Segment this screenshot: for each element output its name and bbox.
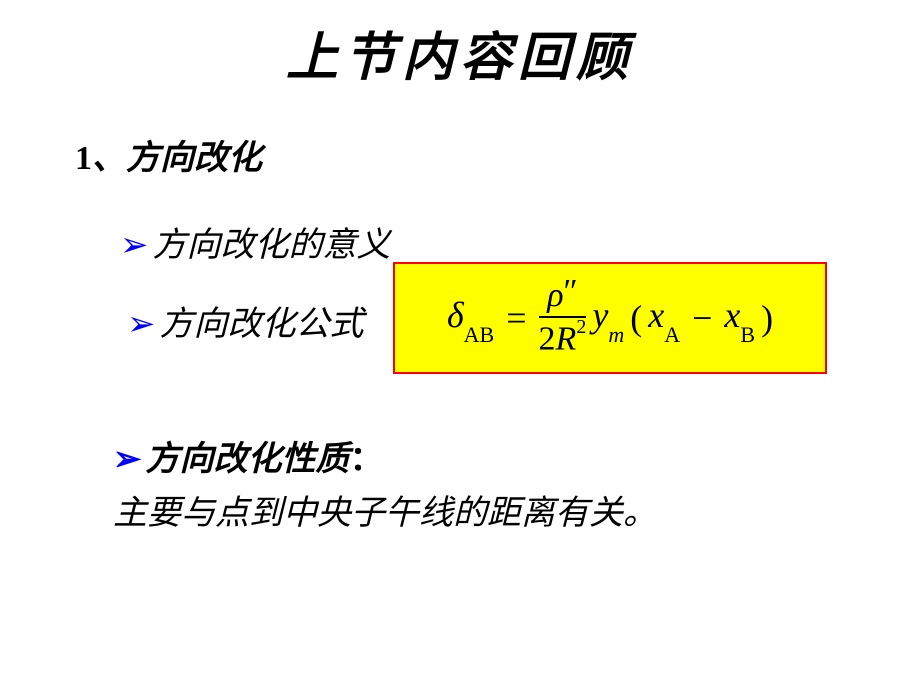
formula: δAB = ρ″ 2R2 ym (xA − xB) (447, 279, 773, 356)
fraction: ρ″ 2R2 (539, 279, 587, 356)
minus-sign: − (692, 297, 712, 339)
left-paren: ( (630, 297, 642, 339)
arrow-icon: ➢ (113, 441, 142, 478)
arrow-icon: ➢ (127, 306, 156, 343)
formula-box: δAB = ρ″ 2R2 ym (xA − xB) (393, 262, 827, 374)
equals-sign: = (506, 297, 526, 339)
page-title: 上节内容回顾 (0, 15, 920, 90)
denominator: 2R2 (539, 318, 587, 356)
bullet-text: 方向改化公式 (160, 306, 364, 343)
bullet-text: 方向改化的意义 (153, 227, 391, 264)
delta-symbol: δ (447, 295, 464, 335)
x-b: x (724, 295, 740, 335)
heading-number: 1 (75, 140, 92, 177)
bullet-property: ➢方向改化性质： (113, 431, 384, 480)
colon: ： (350, 441, 384, 478)
bullet-meaning: ➢方向改化的意义 (120, 217, 391, 266)
x-b-sub: B (740, 322, 755, 347)
y-subscript: m (608, 322, 624, 347)
right-paren: ) (761, 297, 773, 339)
heading-separator: 、 (92, 140, 126, 177)
x-a: x (648, 295, 664, 335)
delta-subscript: AB (464, 322, 495, 347)
heading-text: 方向改化 (126, 140, 262, 177)
arrow-icon: ➢ (120, 227, 149, 264)
property-description: 主要与点到中央子午线的距离有关。 (113, 485, 657, 534)
bullet-text: 方向改化性质 (146, 441, 350, 478)
bullet-formula: ➢方向改化公式 (127, 296, 364, 345)
slide: 上节内容回顾 1、方向改化 ➢方向改化的意义 ➢方向改化公式 δAB = ρ″ … (0, 0, 920, 690)
y-var: y (592, 295, 608, 335)
numerator: ρ″ (539, 279, 586, 318)
section-heading: 1、方向改化 (75, 130, 262, 179)
x-a-sub: A (664, 322, 680, 347)
